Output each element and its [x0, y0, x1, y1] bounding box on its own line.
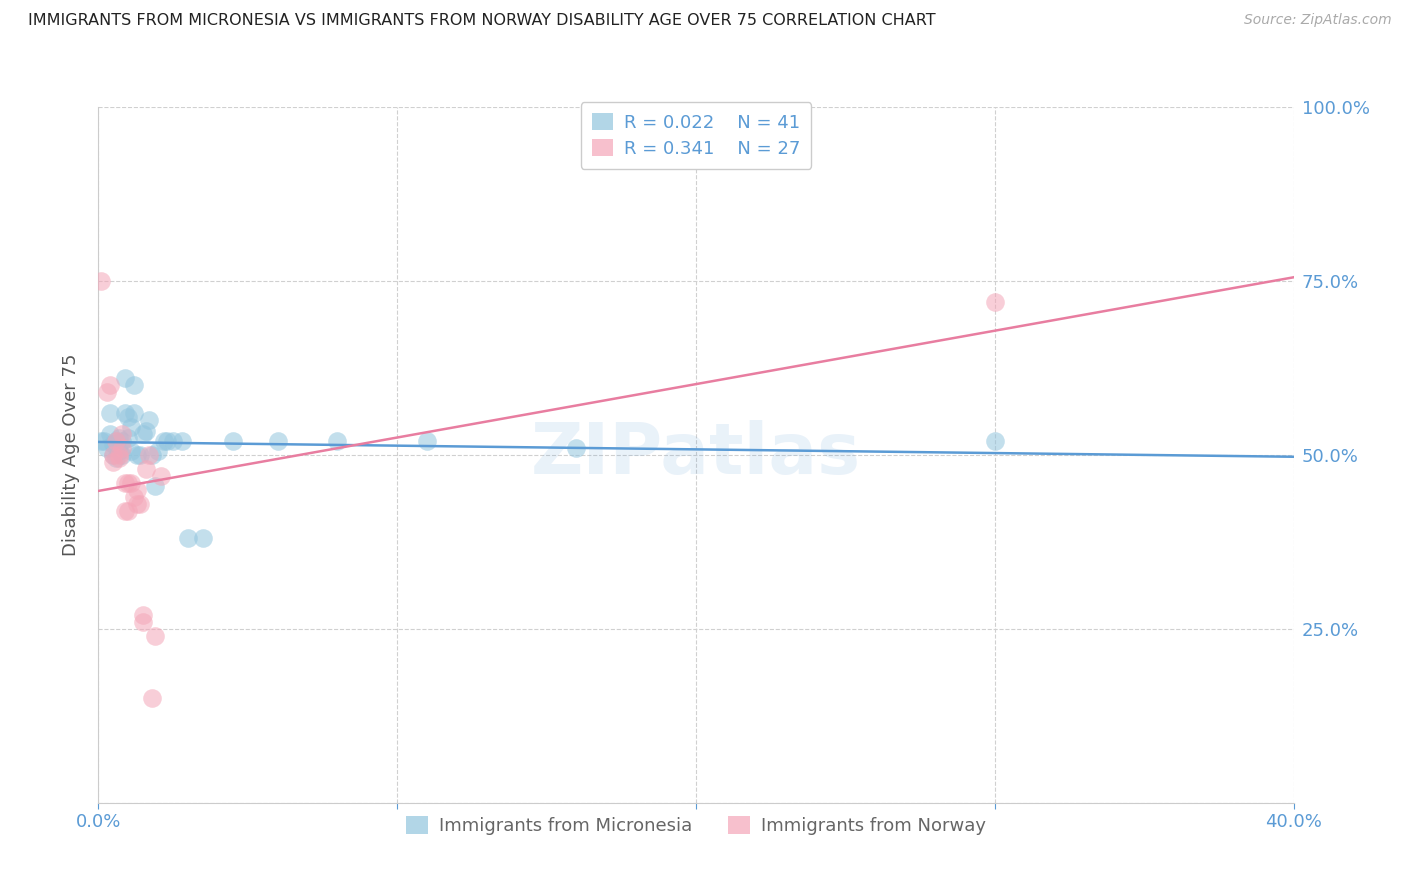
Point: [177, 532, 200, 546]
Legend: Immigrants from Micronesia, Immigrants from Norway: Immigrants from Micronesia, Immigrants f…: [399, 809, 993, 842]
Point: [103, 448, 125, 462]
Point: [141, 691, 163, 706]
Point: [117, 430, 139, 444]
Point: [565, 441, 588, 455]
Point: [103, 455, 125, 469]
Point: [132, 615, 155, 629]
Text: Source: ZipAtlas.com: Source: ZipAtlas.com: [1244, 13, 1392, 28]
Point: [96, 441, 118, 455]
Point: [105, 434, 128, 448]
Point: [90, 434, 112, 448]
Point: [156, 434, 179, 448]
Point: [143, 629, 166, 643]
Point: [117, 475, 139, 490]
Point: [416, 434, 439, 448]
Point: [138, 413, 160, 427]
Point: [127, 497, 149, 511]
Point: [135, 462, 157, 476]
Point: [108, 444, 131, 458]
Point: [132, 607, 155, 622]
Point: [108, 448, 131, 462]
Point: [117, 409, 139, 424]
Point: [108, 451, 131, 466]
Point: [114, 406, 136, 420]
Point: [111, 441, 134, 455]
Point: [111, 434, 134, 448]
Point: [129, 448, 152, 462]
Point: [114, 371, 136, 385]
Point: [93, 434, 115, 448]
Point: [162, 434, 184, 448]
Point: [90, 274, 112, 288]
Point: [105, 434, 128, 448]
Point: [135, 424, 157, 438]
Text: ZIPatlas: ZIPatlas: [531, 420, 860, 490]
Point: [984, 434, 1007, 448]
Point: [111, 427, 134, 442]
Point: [148, 444, 170, 458]
Point: [98, 427, 122, 442]
Point: [96, 385, 118, 400]
Point: [141, 448, 163, 462]
Point: [98, 378, 122, 392]
Text: IMMIGRANTS FROM MICRONESIA VS IMMIGRANTS FROM NORWAY DISABILITY AGE OVER 75 CORR: IMMIGRANTS FROM MICRONESIA VS IMMIGRANTS…: [28, 13, 936, 29]
Point: [127, 483, 149, 497]
Point: [984, 294, 1007, 309]
Point: [129, 497, 152, 511]
Point: [120, 444, 142, 458]
Point: [143, 479, 166, 493]
Point: [124, 378, 146, 392]
Point: [98, 406, 122, 420]
Point: [326, 434, 349, 448]
Point: [124, 406, 146, 420]
Point: [108, 430, 131, 444]
Point: [120, 475, 142, 490]
Point: [138, 448, 160, 462]
Point: [191, 532, 214, 546]
Point: [150, 468, 173, 483]
Point: [103, 437, 125, 451]
Point: [127, 448, 149, 462]
Point: [117, 503, 139, 517]
Point: [103, 448, 125, 462]
Y-axis label: Disability Age Over 75: Disability Age Over 75: [62, 353, 80, 557]
Point: [172, 434, 194, 448]
Point: [105, 451, 128, 466]
Point: [124, 490, 146, 504]
Point: [267, 434, 290, 448]
Point: [222, 434, 245, 448]
Point: [114, 475, 136, 490]
Point: [120, 420, 142, 434]
Point: [111, 448, 134, 462]
Point: [114, 503, 136, 517]
Point: [132, 427, 155, 442]
Point: [153, 434, 176, 448]
